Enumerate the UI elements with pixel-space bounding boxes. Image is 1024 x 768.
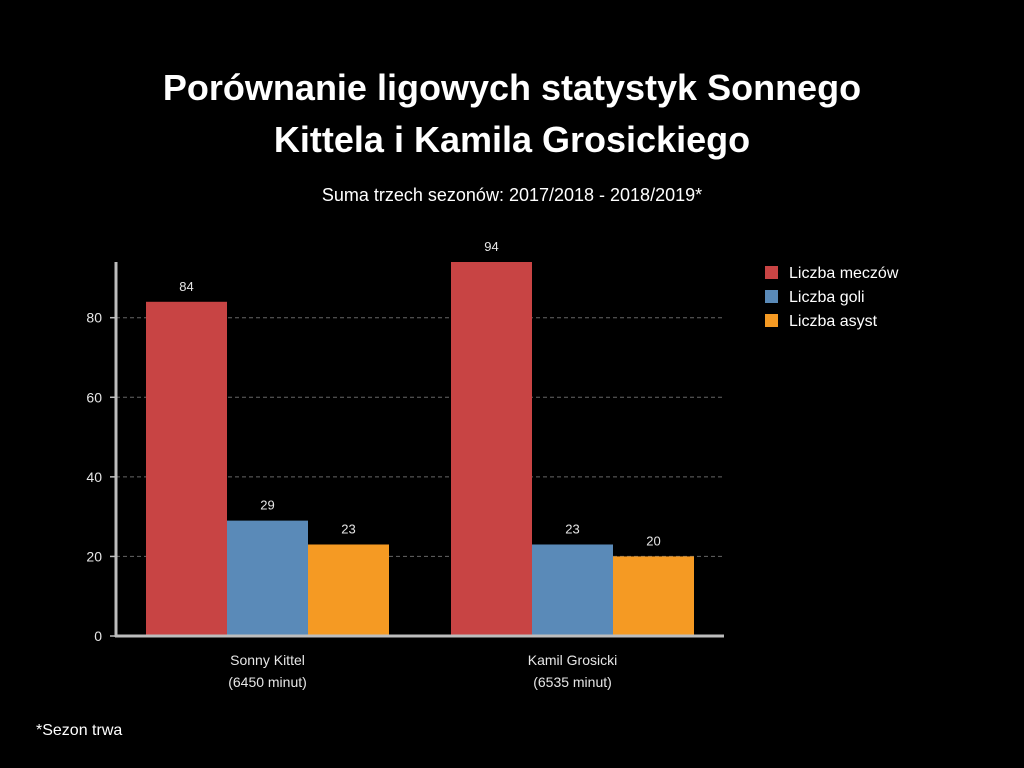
legend-swatch xyxy=(765,266,778,279)
y-tick-label: 0 xyxy=(94,628,102,644)
bar xyxy=(532,544,613,636)
legend-swatch xyxy=(765,314,778,327)
footnote: *Sezon trwa xyxy=(36,722,123,739)
legend-swatch xyxy=(765,290,778,303)
x-tick-label: Kamil Grosicki xyxy=(528,652,617,668)
legend-label: Liczba goli xyxy=(789,289,865,306)
bar xyxy=(308,544,389,636)
x-tick-label: Sonny Kittel xyxy=(230,652,305,668)
x-tick-label: (6535 minut) xyxy=(533,674,612,690)
y-tick-label: 20 xyxy=(86,548,102,564)
bar xyxy=(613,556,694,636)
data-label: 20 xyxy=(646,533,660,548)
x-tick-label: (6450 minut) xyxy=(228,674,307,690)
y-tick-label: 60 xyxy=(86,389,102,405)
chart-title-line-1: Porównanie ligowych statystyk Sonnego xyxy=(162,67,862,108)
legend-label: Liczba meczów xyxy=(789,265,899,282)
data-label: 23 xyxy=(341,521,355,536)
data-label: 23 xyxy=(565,521,579,536)
data-label: 29 xyxy=(260,498,274,513)
bar xyxy=(146,301,227,636)
bar xyxy=(451,262,532,636)
chart-title-line-2: Kittela i Kamila Grosickiego xyxy=(273,119,751,160)
y-tick-label: 80 xyxy=(86,310,102,326)
data-label: 94 xyxy=(484,239,498,254)
chart-subtitle: Suma trzech sezonów: 2017/2018 - 2018/20… xyxy=(321,185,703,205)
chart-title: Porównanie ligowych statystyk Sonnego Ki… xyxy=(0,62,1024,166)
legend-label: Liczba asyst xyxy=(789,313,878,330)
y-tick-label: 40 xyxy=(86,469,102,485)
data-label: 84 xyxy=(179,279,193,294)
bar xyxy=(227,520,308,636)
